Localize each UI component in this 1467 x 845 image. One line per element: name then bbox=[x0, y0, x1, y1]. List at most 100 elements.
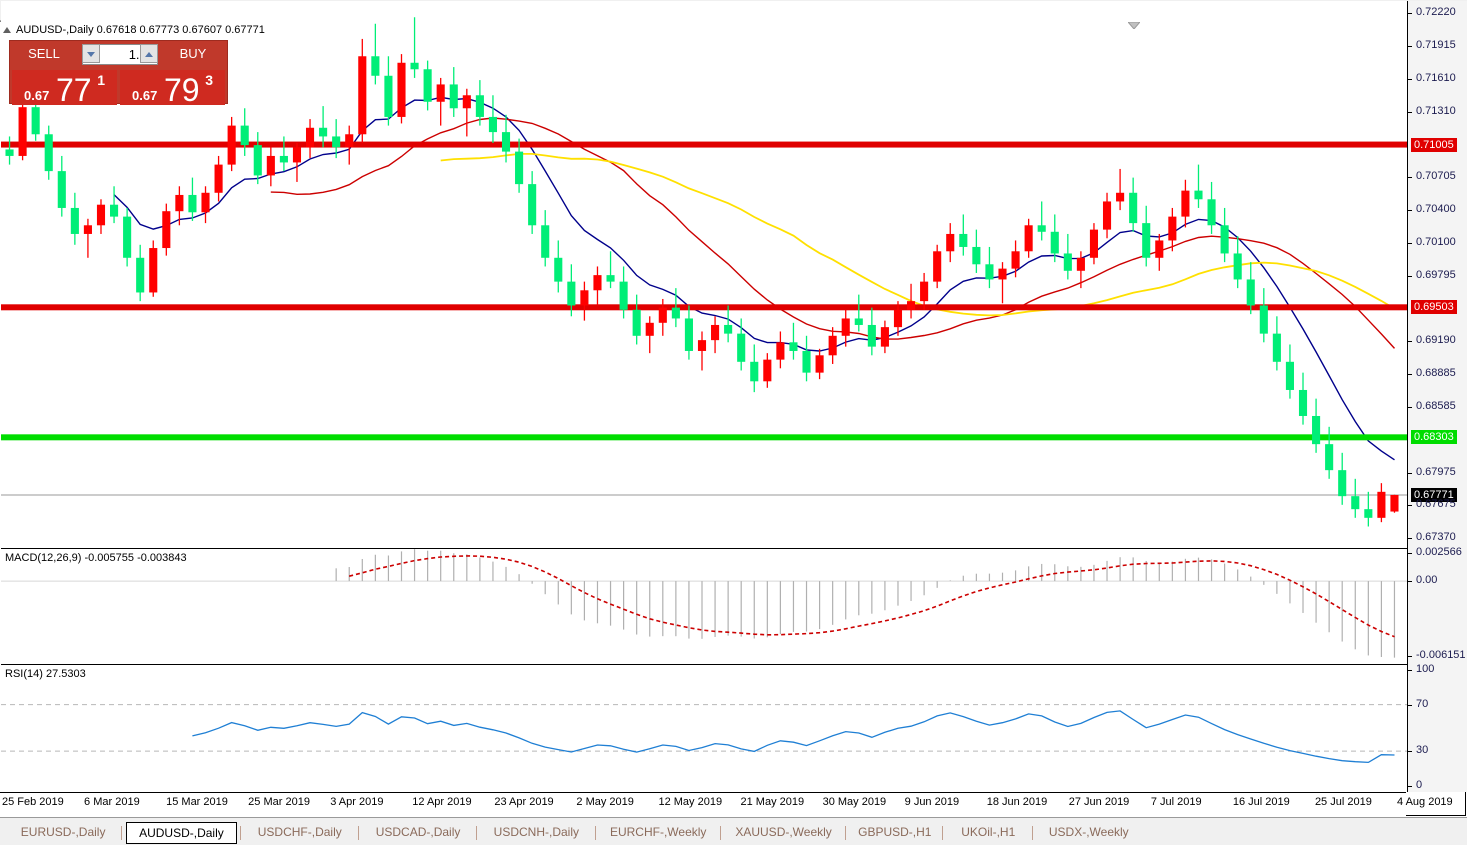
volume-decrease-button[interactable] bbox=[82, 44, 100, 63]
chart-tab-ukoil-h1[interactable]: UKOil-,H1 bbox=[961, 825, 1016, 839]
tab-divider bbox=[845, 826, 847, 840]
scale-tick bbox=[1408, 505, 1412, 507]
macd-label: MACD(12,26,9) -0.005755 -0.003843 bbox=[5, 552, 187, 564]
date-axis-label: 7 Jul 2019 bbox=[1150, 796, 1202, 808]
chart-collapse-arrow-icon[interactable] bbox=[3, 27, 11, 34]
rsi-scale-label: 0 bbox=[1416, 779, 1423, 791]
tab-divider bbox=[594, 826, 596, 840]
tab-divider bbox=[942, 826, 944, 840]
rsi-scale-label: 30 bbox=[1416, 744, 1429, 757]
rsi-pane[interactable]: RSI(14) 27.5303 bbox=[1, 664, 1407, 790]
tab-divider bbox=[719, 826, 721, 840]
macd-plot bbox=[1, 549, 1407, 658]
scale-tick-label: 0.67975 bbox=[1416, 465, 1456, 478]
date-axis-label: 25 Jul 2019 bbox=[1314, 796, 1372, 808]
date-axis-label: 12 May 2019 bbox=[658, 796, 723, 808]
scale-tick bbox=[1408, 669, 1412, 671]
date-axis-label: 12 Apr 2019 bbox=[412, 796, 472, 808]
chart-tab-eurchf-weekly[interactable]: EURCHF-,Weekly bbox=[609, 825, 707, 839]
date-axis-label: 23 Apr 2019 bbox=[494, 796, 554, 808]
scale-tick-label: 0.70705 bbox=[1416, 170, 1456, 183]
macd-pane[interactable]: MACD(12,26,9) -0.005755 -0.003843 bbox=[1, 548, 1407, 658]
scale-tick-label: 0.67675 bbox=[1416, 498, 1456, 511]
rsi-plot bbox=[1, 704, 1407, 764]
scale-tick-label: 0.72220 bbox=[1416, 5, 1456, 18]
price-level-label-resistance[interactable]: 0.69503 bbox=[1411, 300, 1457, 315]
date-axis-label: 18 Jun 2019 bbox=[986, 796, 1048, 808]
scale-tick bbox=[1408, 275, 1412, 277]
scale-tick bbox=[1408, 341, 1412, 343]
chart-tab-usdcnh-daily[interactable]: USDCNH-,Daily bbox=[493, 825, 579, 839]
pane-collapse-marker-icon[interactable] bbox=[1128, 22, 1140, 29]
tab-divider bbox=[476, 826, 478, 840]
sell-price-big: 77 bbox=[56, 72, 92, 108]
rsi-scale-label: 70 bbox=[1416, 697, 1429, 710]
chart-title: AUDUSD-,Daily 0.67618 0.67773 0.67607 0.… bbox=[3, 24, 265, 38]
buy-price-fraction: 3 bbox=[205, 72, 213, 88]
scale-tick bbox=[1408, 656, 1412, 657]
scale-tick bbox=[1408, 12, 1412, 14]
price-level-label-resistance[interactable]: 0.71005 bbox=[1411, 137, 1457, 152]
scale-tick-label: 0.70400 bbox=[1416, 203, 1456, 216]
chart-tab-gbpusd-h1[interactable]: GBPUSD-,H1 bbox=[858, 825, 932, 839]
buy-price-box[interactable]: 0.67 79 3 bbox=[120, 70, 225, 108]
date-axis-label: 30 May 2019 bbox=[822, 796, 887, 808]
sell-price-box[interactable]: 0.67 77 1 bbox=[12, 70, 117, 108]
chart-tab-usdcad-daily[interactable]: USDCAD-,Daily bbox=[375, 825, 461, 839]
volume-increase-button[interactable] bbox=[140, 44, 158, 63]
scale-tick-label: 0.69795 bbox=[1416, 268, 1456, 281]
sell-price-prefix: 0.67 bbox=[24, 88, 50, 103]
chart-tabs-bar: EURUSD-,Daily AUDUSD-,Daily USDCHF-,Daily U… bbox=[0, 817, 1467, 845]
one-click-trading-panel: SELL 1.00 BUY 0.67 77 1 0.67 79 3 bbox=[9, 40, 228, 108]
date-axis-label: 4 Aug 2019 bbox=[1397, 796, 1453, 808]
buy-button[interactable]: BUY bbox=[162, 43, 224, 65]
scale-tick-label: 0.71610 bbox=[1416, 72, 1456, 84]
scale-tick bbox=[1408, 538, 1412, 540]
chart-tab-audusd-daily[interactable]: AUDUSD-,Daily bbox=[126, 822, 237, 844]
scale-tick bbox=[1408, 581, 1412, 583]
scale-tick bbox=[1408, 111, 1412, 113]
tab-divider bbox=[239, 826, 241, 840]
scale-tick bbox=[1408, 374, 1412, 376]
macd-scale-label: 0.002566 bbox=[1416, 546, 1462, 558]
scale-tick-label: 0.69190 bbox=[1416, 334, 1456, 347]
oct-controls-row: SELL 1.00 BUY bbox=[10, 41, 227, 68]
chart-tab-usdchf-daily[interactable]: USDCHF-,Daily bbox=[257, 825, 342, 839]
scale-tick bbox=[1408, 704, 1412, 706]
chevron-up-icon bbox=[145, 52, 153, 57]
tab-divider bbox=[1032, 826, 1034, 840]
date-axis-label: 9 Jun 2019 bbox=[904, 796, 960, 808]
macd-scale-label: -0.006151 bbox=[1416, 649, 1466, 661]
scale-tick bbox=[1408, 210, 1412, 212]
scale-tick bbox=[1408, 79, 1412, 80]
rsi-scale-label: 100 bbox=[1416, 662, 1435, 675]
price-pane[interactable] bbox=[1, 1, 1407, 546]
date-axis-label: 15 Mar 2019 bbox=[166, 796, 228, 808]
price-level-label-support[interactable]: 0.68303 bbox=[1411, 430, 1457, 445]
date-axis-label: 3 Apr 2019 bbox=[330, 796, 384, 808]
chart-tab-xauusd-weekly[interactable]: XAUUSD-,Weekly bbox=[735, 825, 832, 839]
scale-tick bbox=[1408, 45, 1412, 47]
scale-tick-label: 0.71915 bbox=[1416, 38, 1456, 51]
candlestick-plot bbox=[1, 17, 1407, 527]
scale-tick-label: 0.67370 bbox=[1416, 531, 1456, 544]
scale-tick bbox=[1408, 751, 1412, 753]
scale-tick bbox=[1408, 406, 1412, 408]
chevron-down-icon bbox=[87, 52, 95, 57]
price-scale[interactable]: 0.72220 0.71915 0.71610 0.71310 0.71005 0.707… bbox=[1407, 1, 1467, 792]
chart-tab-usdx-weekly[interactable]: USDX-,Weekly bbox=[1048, 825, 1129, 839]
tab-divider bbox=[357, 826, 359, 840]
scale-tick bbox=[1408, 242, 1412, 244]
rsi-label: RSI(14) 27.5303 bbox=[5, 668, 86, 680]
date-axis-label: 27 Jun 2019 bbox=[1068, 796, 1130, 808]
chart-tab-eurusd-daily[interactable]: EURUSD-,Daily bbox=[20, 825, 106, 839]
scale-tick-label: 0.68585 bbox=[1416, 399, 1456, 412]
tab-divider bbox=[121, 826, 123, 840]
sell-button[interactable]: SELL bbox=[13, 43, 75, 65]
price-level-label-current-price[interactable]: 0.67771 bbox=[1411, 487, 1457, 502]
scale-tick bbox=[1408, 472, 1412, 474]
date-axis-label: 25 Feb 2019 bbox=[2, 796, 64, 808]
date-axis-label: 21 May 2019 bbox=[740, 796, 805, 808]
date-axis-label: 6 Mar 2019 bbox=[84, 796, 140, 808]
